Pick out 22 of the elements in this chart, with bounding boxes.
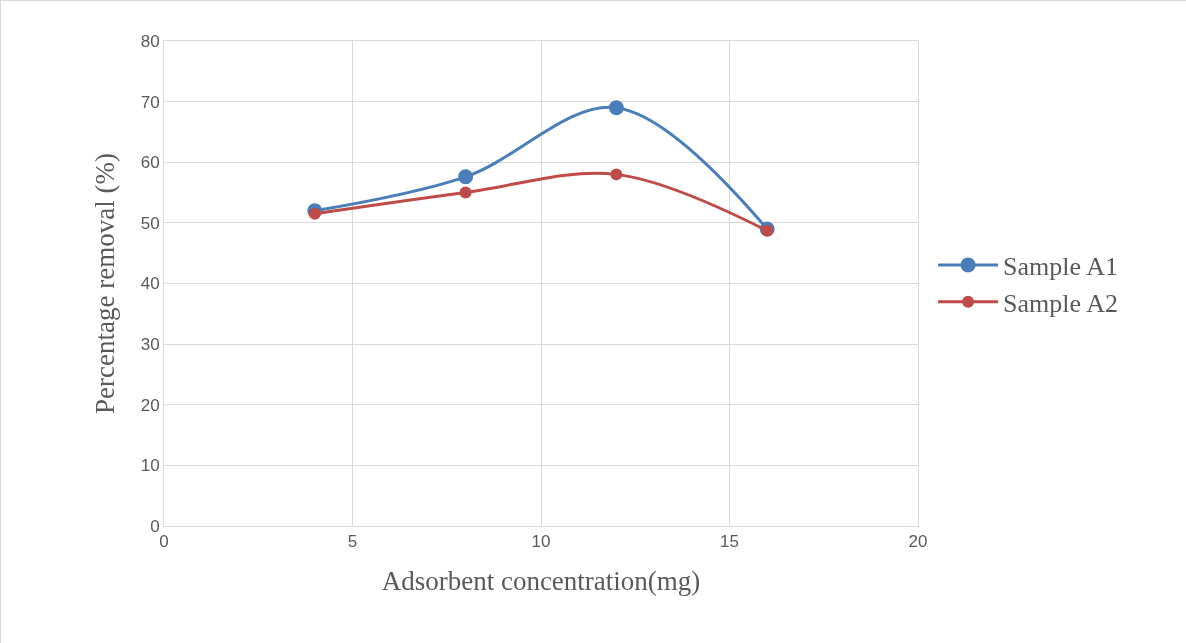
y-tick-label: 40 (140, 274, 160, 294)
y-tick-label: 80 (140, 31, 160, 51)
point (458, 169, 474, 185)
point (459, 186, 472, 199)
y-tick-label: 70 (140, 92, 160, 112)
y-tick-label: 60 (140, 153, 160, 173)
y-tick-label: 0 (150, 516, 160, 536)
y-tick-label: 20 (140, 395, 160, 415)
y-tick-label: 50 (140, 213, 160, 233)
point (608, 100, 624, 116)
x-tick-label: 15 (720, 532, 739, 552)
x-tick-label: 10 (531, 532, 551, 552)
legend-label: Sample A1 (1003, 252, 1118, 282)
y-tick-label: 30 (140, 335, 160, 355)
x-tick-label: 5 (347, 532, 358, 552)
x-tick-label: 20 (908, 532, 928, 552)
legend-label: Sample A2 (1003, 288, 1118, 318)
x-axis-title: Adsorbent concentration(mg) (381, 565, 701, 596)
point (610, 168, 623, 181)
y-tick-label: 10 (140, 456, 160, 476)
y-axis-title: Percentage removal (%) (89, 153, 120, 414)
point (308, 207, 321, 220)
